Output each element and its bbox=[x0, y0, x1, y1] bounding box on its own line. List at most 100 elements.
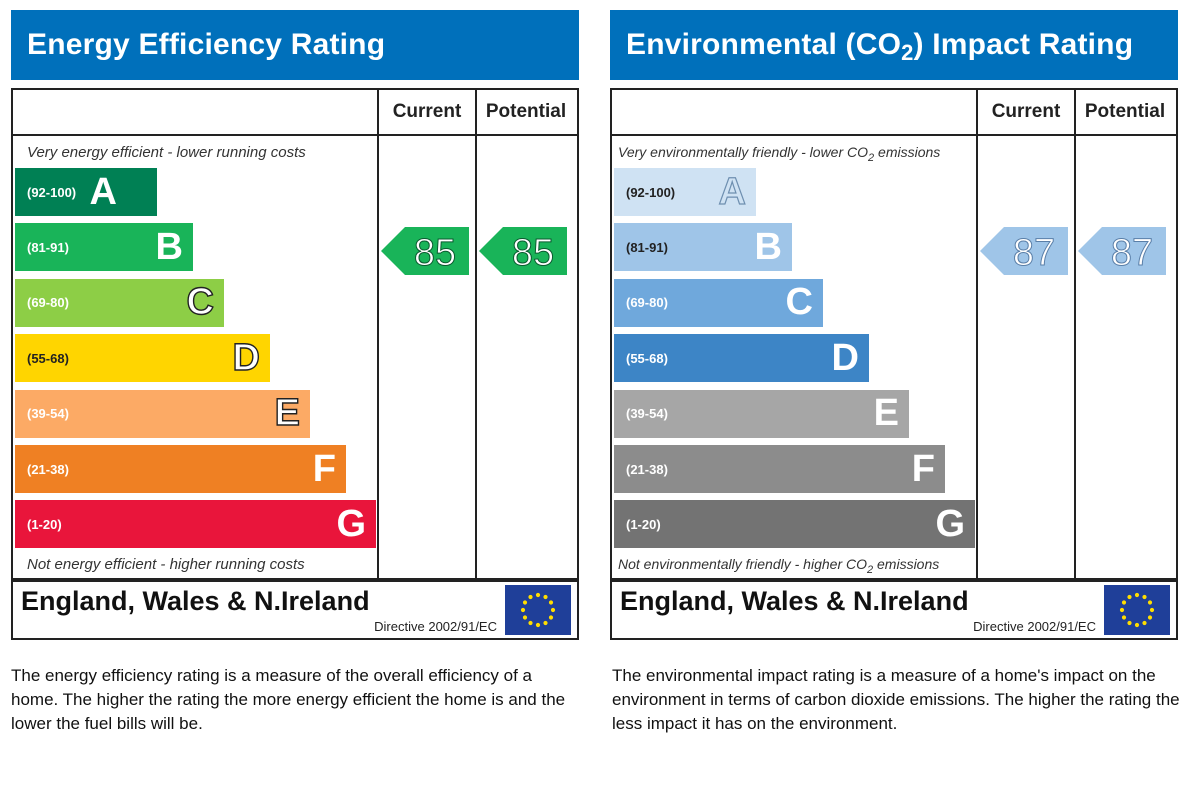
band-letter: D bbox=[232, 336, 261, 379]
rating-band-b: (81-91) B bbox=[614, 223, 792, 272]
directive-label: Directive 2002/91/EC bbox=[973, 619, 1096, 634]
eu-star bbox=[1147, 600, 1153, 605]
band-range: (39-54) bbox=[27, 406, 69, 422]
eu-star bbox=[535, 592, 541, 598]
current-rating-arrow: 87 bbox=[980, 227, 1068, 276]
potential-rating-value: 87 bbox=[1111, 232, 1153, 274]
eu-star bbox=[522, 600, 528, 605]
eu-star bbox=[1134, 592, 1140, 598]
potential-arrow-shape bbox=[479, 227, 567, 276]
rating-band-d: (55-68) D bbox=[15, 334, 270, 383]
potential-column-header: Potential bbox=[1084, 101, 1166, 122]
rating-band-g: (1-20) G bbox=[614, 500, 975, 549]
eu-star bbox=[1149, 607, 1155, 613]
energy-efficiency-title: Energy Efficiency Rating bbox=[11, 10, 579, 80]
eu-star bbox=[550, 607, 556, 613]
bottom-note: Not environmentally friendly - higher CO… bbox=[618, 556, 940, 576]
eu-star bbox=[548, 600, 554, 605]
band-range: (92-100) bbox=[626, 184, 676, 200]
environmental-impact-panel: Environmental (CO2) Impact Rating Curren… bbox=[610, 10, 1180, 733]
potential-column-header: Potential bbox=[485, 101, 567, 122]
eu-star bbox=[1134, 622, 1140, 628]
environmental-impact-chart: Current Potential Very environmentally f… bbox=[610, 88, 1178, 580]
current-column-header: Current bbox=[991, 101, 1061, 122]
eu-star bbox=[548, 615, 554, 620]
eu-star bbox=[543, 594, 548, 600]
energy-efficiency-chart: Current Potential Very energy efficient … bbox=[11, 88, 579, 580]
band-range: (55-68) bbox=[626, 350, 668, 366]
band-letter: D bbox=[831, 336, 859, 379]
bottom-note: Not energy efficient - higher running co… bbox=[27, 556, 305, 573]
region-label: England, Wales & N.Ireland bbox=[620, 586, 969, 616]
current-rating-arrow: 85 bbox=[381, 227, 469, 276]
band-letter: G bbox=[935, 502, 965, 545]
current-arrow-shape bbox=[381, 227, 469, 276]
band-range: (55-68) bbox=[27, 350, 69, 366]
band-range: (21-38) bbox=[27, 461, 69, 477]
directive-label: Directive 2002/91/EC bbox=[374, 619, 497, 634]
eu-star bbox=[520, 607, 526, 613]
top-note: Very energy efficient - lower running co… bbox=[27, 144, 306, 161]
region-label: England, Wales & N.Ireland bbox=[21, 586, 370, 616]
band-letter: A bbox=[718, 170, 747, 213]
band-range: (81-91) bbox=[27, 239, 69, 255]
band-letter: G bbox=[336, 502, 366, 545]
eu-star bbox=[1127, 594, 1132, 600]
band-letter: A bbox=[89, 170, 117, 213]
rating-band-e: (39-54) E bbox=[15, 389, 310, 438]
band-letter: E bbox=[274, 391, 301, 435]
potential-arrow-shape bbox=[1078, 227, 1166, 276]
rating-band-d: (55-68) D bbox=[614, 334, 869, 383]
eu-star bbox=[535, 622, 541, 628]
current-arrow-shape bbox=[980, 227, 1068, 276]
band-letter: C bbox=[785, 281, 813, 324]
rating-band-f: (21-38) F bbox=[614, 445, 945, 493]
environmental-impact-description: The environmental impact rating is a mea… bbox=[612, 666, 1180, 733]
eu-star bbox=[522, 615, 528, 620]
band-range: (81-91) bbox=[626, 239, 668, 255]
band-range: (69-80) bbox=[626, 295, 668, 311]
eu-flag-icon bbox=[505, 585, 571, 635]
band-range: (69-80) bbox=[27, 295, 69, 311]
region-footer: England, Wales & N.Ireland Directive 200… bbox=[11, 580, 579, 640]
eu-star bbox=[1147, 615, 1153, 620]
band-letter: B bbox=[155, 225, 183, 268]
energy-efficiency-description: The energy efficiency rating is a measur… bbox=[11, 666, 566, 733]
rating-band-e: (39-54) E bbox=[614, 389, 909, 438]
eu-star bbox=[543, 620, 548, 626]
potential-rating-arrow: 85 bbox=[479, 227, 567, 276]
eu-star bbox=[528, 620, 533, 626]
band-range: (1-20) bbox=[626, 516, 661, 532]
rating-band-b: (81-91) B bbox=[15, 223, 193, 272]
region-footer: England, Wales & N.Ireland Directive 200… bbox=[610, 580, 1178, 640]
eu-star bbox=[1119, 607, 1125, 613]
environmental-impact-title: Environmental (CO2) Impact Rating bbox=[610, 10, 1178, 80]
eu-star bbox=[1142, 594, 1147, 600]
band-letter: C bbox=[186, 281, 215, 324]
eu-star bbox=[1121, 615, 1127, 620]
potential-rating-arrow: 87 bbox=[1078, 227, 1166, 276]
band-letter: B bbox=[754, 225, 782, 268]
band-letter: F bbox=[911, 447, 935, 490]
eu-star bbox=[528, 594, 533, 600]
band-letter: F bbox=[312, 447, 336, 490]
rating-band-c: (69-80) C bbox=[614, 278, 823, 327]
rating-band-a: (92-100) A bbox=[15, 168, 157, 216]
eu-star bbox=[1121, 600, 1127, 605]
eu-flag-icon bbox=[1104, 585, 1170, 635]
rating-band-g: (1-20) G bbox=[15, 500, 376, 549]
top-note: Very environmentally friendly - lower CO… bbox=[618, 144, 941, 164]
potential-rating-value: 85 bbox=[512, 232, 554, 274]
band-range: (21-38) bbox=[626, 461, 668, 477]
current-column-header: Current bbox=[392, 101, 462, 122]
rating-band-a: (92-100) A bbox=[614, 168, 756, 216]
band-range: (39-54) bbox=[626, 406, 668, 422]
eu-star bbox=[1127, 620, 1132, 626]
band-range: (92-100) bbox=[27, 184, 77, 200]
eu-star bbox=[1142, 620, 1147, 626]
current-rating-value: 87 bbox=[1013, 232, 1055, 274]
rating-band-c: (69-80) C bbox=[15, 278, 224, 327]
rating-band-f: (21-38) F bbox=[15, 445, 346, 493]
band-range: (1-20) bbox=[27, 516, 62, 532]
current-rating-value: 85 bbox=[414, 232, 456, 274]
